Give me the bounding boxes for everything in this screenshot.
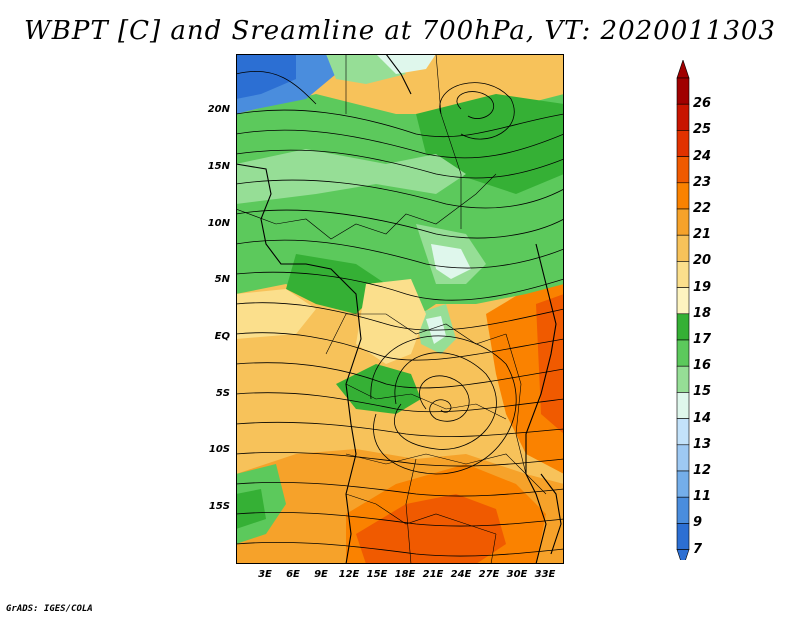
lat-label-eq: EQ [214, 331, 230, 342]
colorbar-segment [676, 77, 690, 105]
colorbar-label: 15 [693, 384, 712, 400]
map-frame [236, 54, 564, 564]
colorbar-label: 7 [693, 541, 703, 557]
lat-label-15s: 15S [208, 501, 230, 512]
lat-label-5n: 5N [214, 274, 230, 285]
colorbar-top-arrow [676, 60, 690, 79]
colorbar-label: 20 [693, 253, 712, 269]
colorbar-label: 14 [693, 410, 712, 426]
colorbar-segment [676, 392, 690, 419]
lon-label-6e: 6E [286, 569, 300, 580]
colorbar-label: 23 [693, 174, 712, 190]
colorbar-segment [676, 182, 690, 210]
lon-label-27e: 27E [478, 569, 500, 580]
colorbar-label: 19 [693, 279, 712, 295]
colorbar-segment [676, 156, 690, 184]
colorbar-label: 21 [693, 227, 712, 243]
colorbar-segment [676, 470, 690, 498]
colorbar-label: 12 [693, 463, 712, 478]
lon-label-9e: 9E [314, 569, 328, 580]
colorbar-segment [676, 496, 690, 524]
lat-label-10s: 10S [208, 444, 230, 455]
colorbar [676, 60, 690, 560]
lon-label-21e: 21E [422, 569, 444, 580]
colorbar-label: 11 [693, 489, 712, 505]
colorbar-segment [676, 234, 690, 262]
colorbar-label: 24 [693, 148, 712, 164]
colorbar-segment [676, 130, 690, 157]
lon-label-15e: 15E [366, 569, 388, 580]
colorbar-label: 22 [693, 201, 712, 216]
lat-label-5s: 5S [215, 388, 230, 399]
map-panel [236, 54, 564, 564]
colorbar-segment [676, 365, 690, 393]
lon-label-30e: 30E [506, 569, 528, 580]
lon-label-33e: 33E [534, 569, 556, 580]
colorbar-label: 25 [693, 122, 712, 138]
streamlines [236, 70, 564, 557]
colorbar-segment [676, 261, 690, 288]
lon-label-3e: 3E [258, 569, 272, 580]
colorbar-segment [676, 339, 690, 367]
lat-label-20n: 20N [207, 104, 230, 115]
colorbar-label: 13 [693, 436, 712, 452]
colorbar-label: 9 [693, 515, 703, 531]
chart-title: WBPT [C] and Sreamline at 700hPa, VT: 20… [24, 16, 776, 46]
footer-credit: GrADS: IGES/COLA [6, 604, 93, 614]
lon-label-12e: 12E [338, 569, 360, 580]
colorbar-label: 16 [693, 358, 712, 374]
lon-label-18e: 18E [394, 569, 416, 580]
coastline [236, 54, 562, 564]
colorbar-segment [676, 313, 690, 341]
colorbar-label: 26 [693, 96, 712, 112]
colorbar-label: 17 [693, 332, 712, 347]
lat-label-15n: 15N [207, 161, 230, 172]
colorbar-label: 18 [693, 305, 712, 321]
country-borders [236, 54, 547, 564]
colorbar-segment [676, 523, 690, 550]
colorbar-segment [676, 103, 690, 131]
lon-label-24e: 24E [450, 569, 472, 580]
colorbar-segment [676, 208, 690, 236]
colorbar-segment [676, 287, 690, 315]
lat-label-10n: 10N [207, 218, 230, 229]
colorbar-segment [676, 444, 690, 472]
colorbar-bottom-arrow [676, 549, 690, 560]
wbpt-field [236, 54, 564, 564]
colorbar-segment [676, 418, 690, 446]
